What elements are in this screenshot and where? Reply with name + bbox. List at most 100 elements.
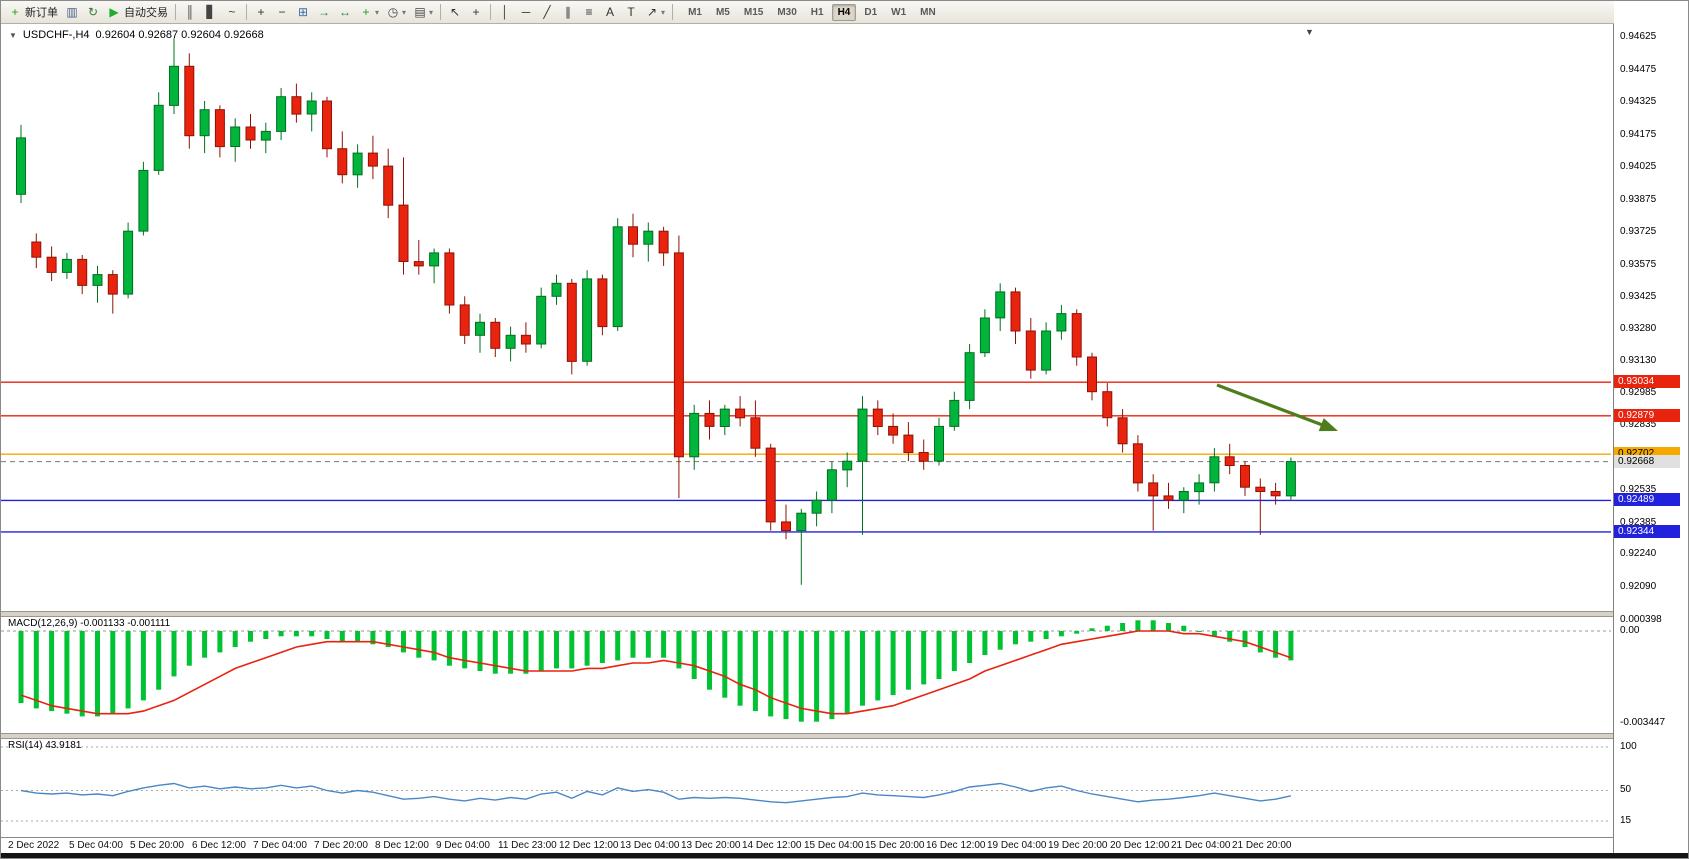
- candle[interactable]: [383, 148, 394, 219]
- candle[interactable]: [1178, 487, 1189, 514]
- candle[interactable]: [31, 233, 42, 269]
- candle[interactable]: [781, 504, 791, 540]
- indicators-button[interactable]: + ▾: [356, 3, 382, 21]
- candle[interactable]: [398, 157, 409, 275]
- candle[interactable]: [536, 287, 547, 349]
- price-chart-panel[interactable]: [1, 24, 1613, 610]
- candle[interactable]: [995, 283, 1006, 331]
- candle[interactable]: [276, 88, 287, 141]
- templates-button[interactable]: ▤ ▾: [410, 3, 436, 21]
- candle[interactable]: [1270, 482, 1281, 505]
- candle[interactable]: [169, 38, 179, 114]
- candle[interactable]: [1132, 435, 1143, 492]
- timeframe-H1[interactable]: H1: [810, 6, 824, 18]
- candle[interactable]: [1071, 309, 1082, 366]
- horizontal-scrollbar[interactable]: [1, 853, 1688, 858]
- vertical-line-button[interactable]: │: [495, 3, 515, 21]
- autotrading-button[interactable]: ▶ 自动交易: [104, 3, 171, 21]
- candle[interactable]: [1025, 318, 1036, 379]
- candle[interactable]: [429, 248, 440, 284]
- new-order-button[interactable]: + 新订单: [5, 3, 61, 21]
- rsi-panel[interactable]: [1, 737, 1613, 837]
- trend-arrow[interactable]: [1216, 383, 1338, 432]
- candle[interactable]: [811, 491, 822, 527]
- candle[interactable]: [934, 417, 944, 466]
- candle[interactable]: [1163, 482, 1174, 509]
- timeframe-M15[interactable]: M15: [743, 6, 764, 18]
- candle[interactable]: [1224, 443, 1235, 475]
- candle[interactable]: [689, 404, 700, 470]
- one-click-trading-toggle[interactable]: ▼: [9, 30, 17, 40]
- line-chart-icon[interactable]: ~: [222, 3, 242, 21]
- macd-panel[interactable]: [1, 615, 1613, 733]
- zoom-in-button[interactable]: +: [251, 3, 271, 21]
- candle[interactable]: [61, 252, 72, 279]
- candle[interactable]: [1056, 304, 1067, 340]
- label-button[interactable]: T: [621, 3, 641, 21]
- candle[interactable]: [1102, 383, 1113, 427]
- candle[interactable]: [138, 161, 149, 236]
- candle[interactable]: [949, 391, 960, 431]
- candle[interactable]: [92, 265, 103, 303]
- panel-splitter[interactable]: [1, 733, 1688, 739]
- periods-button[interactable]: ◷ ▾: [383, 3, 409, 21]
- candle[interactable]: [1255, 478, 1266, 535]
- candle[interactable]: [123, 222, 134, 299]
- candle[interactable]: [352, 144, 363, 188]
- candle[interactable]: [566, 278, 577, 375]
- candle[interactable]: [245, 114, 256, 149]
- candle[interactable]: [1117, 409, 1128, 453]
- candle[interactable]: [46, 246, 57, 282]
- fibonacci-button[interactable]: ≡: [579, 3, 599, 21]
- candle[interactable]: [520, 322, 531, 353]
- candle[interactable]: [322, 96, 332, 158]
- price-axis[interactable]: 0.94625 0.94475 0.94325 0.94175 0.94025 0.938…: [1614, 1, 1688, 853]
- candle[interactable]: [918, 439, 929, 470]
- timeframe-M1[interactable]: M1: [688, 6, 702, 18]
- chart-windows-icon[interactable]: ▥: [62, 3, 82, 21]
- candle[interactable]: [184, 53, 195, 149]
- candle[interactable]: [1010, 287, 1021, 344]
- candle[interactable]: [107, 270, 118, 314]
- zoom-out-button[interactable]: −: [272, 3, 292, 21]
- candle[interactable]: [77, 255, 88, 295]
- candle[interactable]: [16, 124, 26, 203]
- bar-chart-icon[interactable]: ║: [180, 3, 200, 21]
- candle[interactable]: [704, 400, 715, 440]
- candle[interactable]: [857, 396, 868, 535]
- candle[interactable]: [337, 131, 348, 184]
- candle[interactable]: [413, 239, 424, 275]
- candle[interactable]: [735, 396, 746, 427]
- candle[interactable]: [597, 274, 608, 336]
- candle[interactable]: [842, 452, 853, 488]
- channel-button[interactable]: ∥: [558, 3, 578, 21]
- candle[interactable]: [459, 296, 470, 344]
- text-button[interactable]: A: [600, 3, 620, 21]
- panel-splitter[interactable]: [1, 611, 1688, 617]
- candle[interactable]: [367, 135, 378, 180]
- candle[interactable]: [979, 309, 990, 357]
- tile-windows-icon[interactable]: ⊞: [293, 3, 313, 21]
- timeframe-W1[interactable]: W1: [891, 6, 907, 18]
- time-axis[interactable]: 2 Dec 2022 5 Dec 04:00 5 Dec 20:00 6 Dec 12…: [1, 837, 1688, 854]
- candle[interactable]: [582, 270, 593, 366]
- candle[interactable]: [214, 105, 225, 158]
- chart-shift-icon[interactable]: ↔: [335, 3, 355, 21]
- candle[interactable]: [1087, 352, 1097, 401]
- candle[interactable]: [658, 226, 669, 266]
- timeframe-M5[interactable]: M5: [715, 6, 730, 18]
- candle[interactable]: [964, 344, 975, 410]
- candle[interactable]: [643, 222, 654, 262]
- candle[interactable]: [826, 461, 837, 514]
- horizontal-line-button[interactable]: ─: [516, 3, 536, 21]
- candle[interactable]: [1194, 474, 1205, 505]
- candle[interactable]: [612, 218, 623, 331]
- candle[interactable]: [260, 122, 271, 154]
- candle[interactable]: [750, 400, 761, 457]
- refresh-icon[interactable]: ↻: [83, 3, 103, 21]
- trendline-button[interactable]: ╱: [537, 3, 557, 21]
- auto-scroll-icon[interactable]: →: [314, 3, 334, 21]
- candle[interactable]: [153, 92, 164, 175]
- candle[interactable]: [1041, 322, 1052, 375]
- chart-shift-marker[interactable]: ▼: [1305, 27, 1314, 37]
